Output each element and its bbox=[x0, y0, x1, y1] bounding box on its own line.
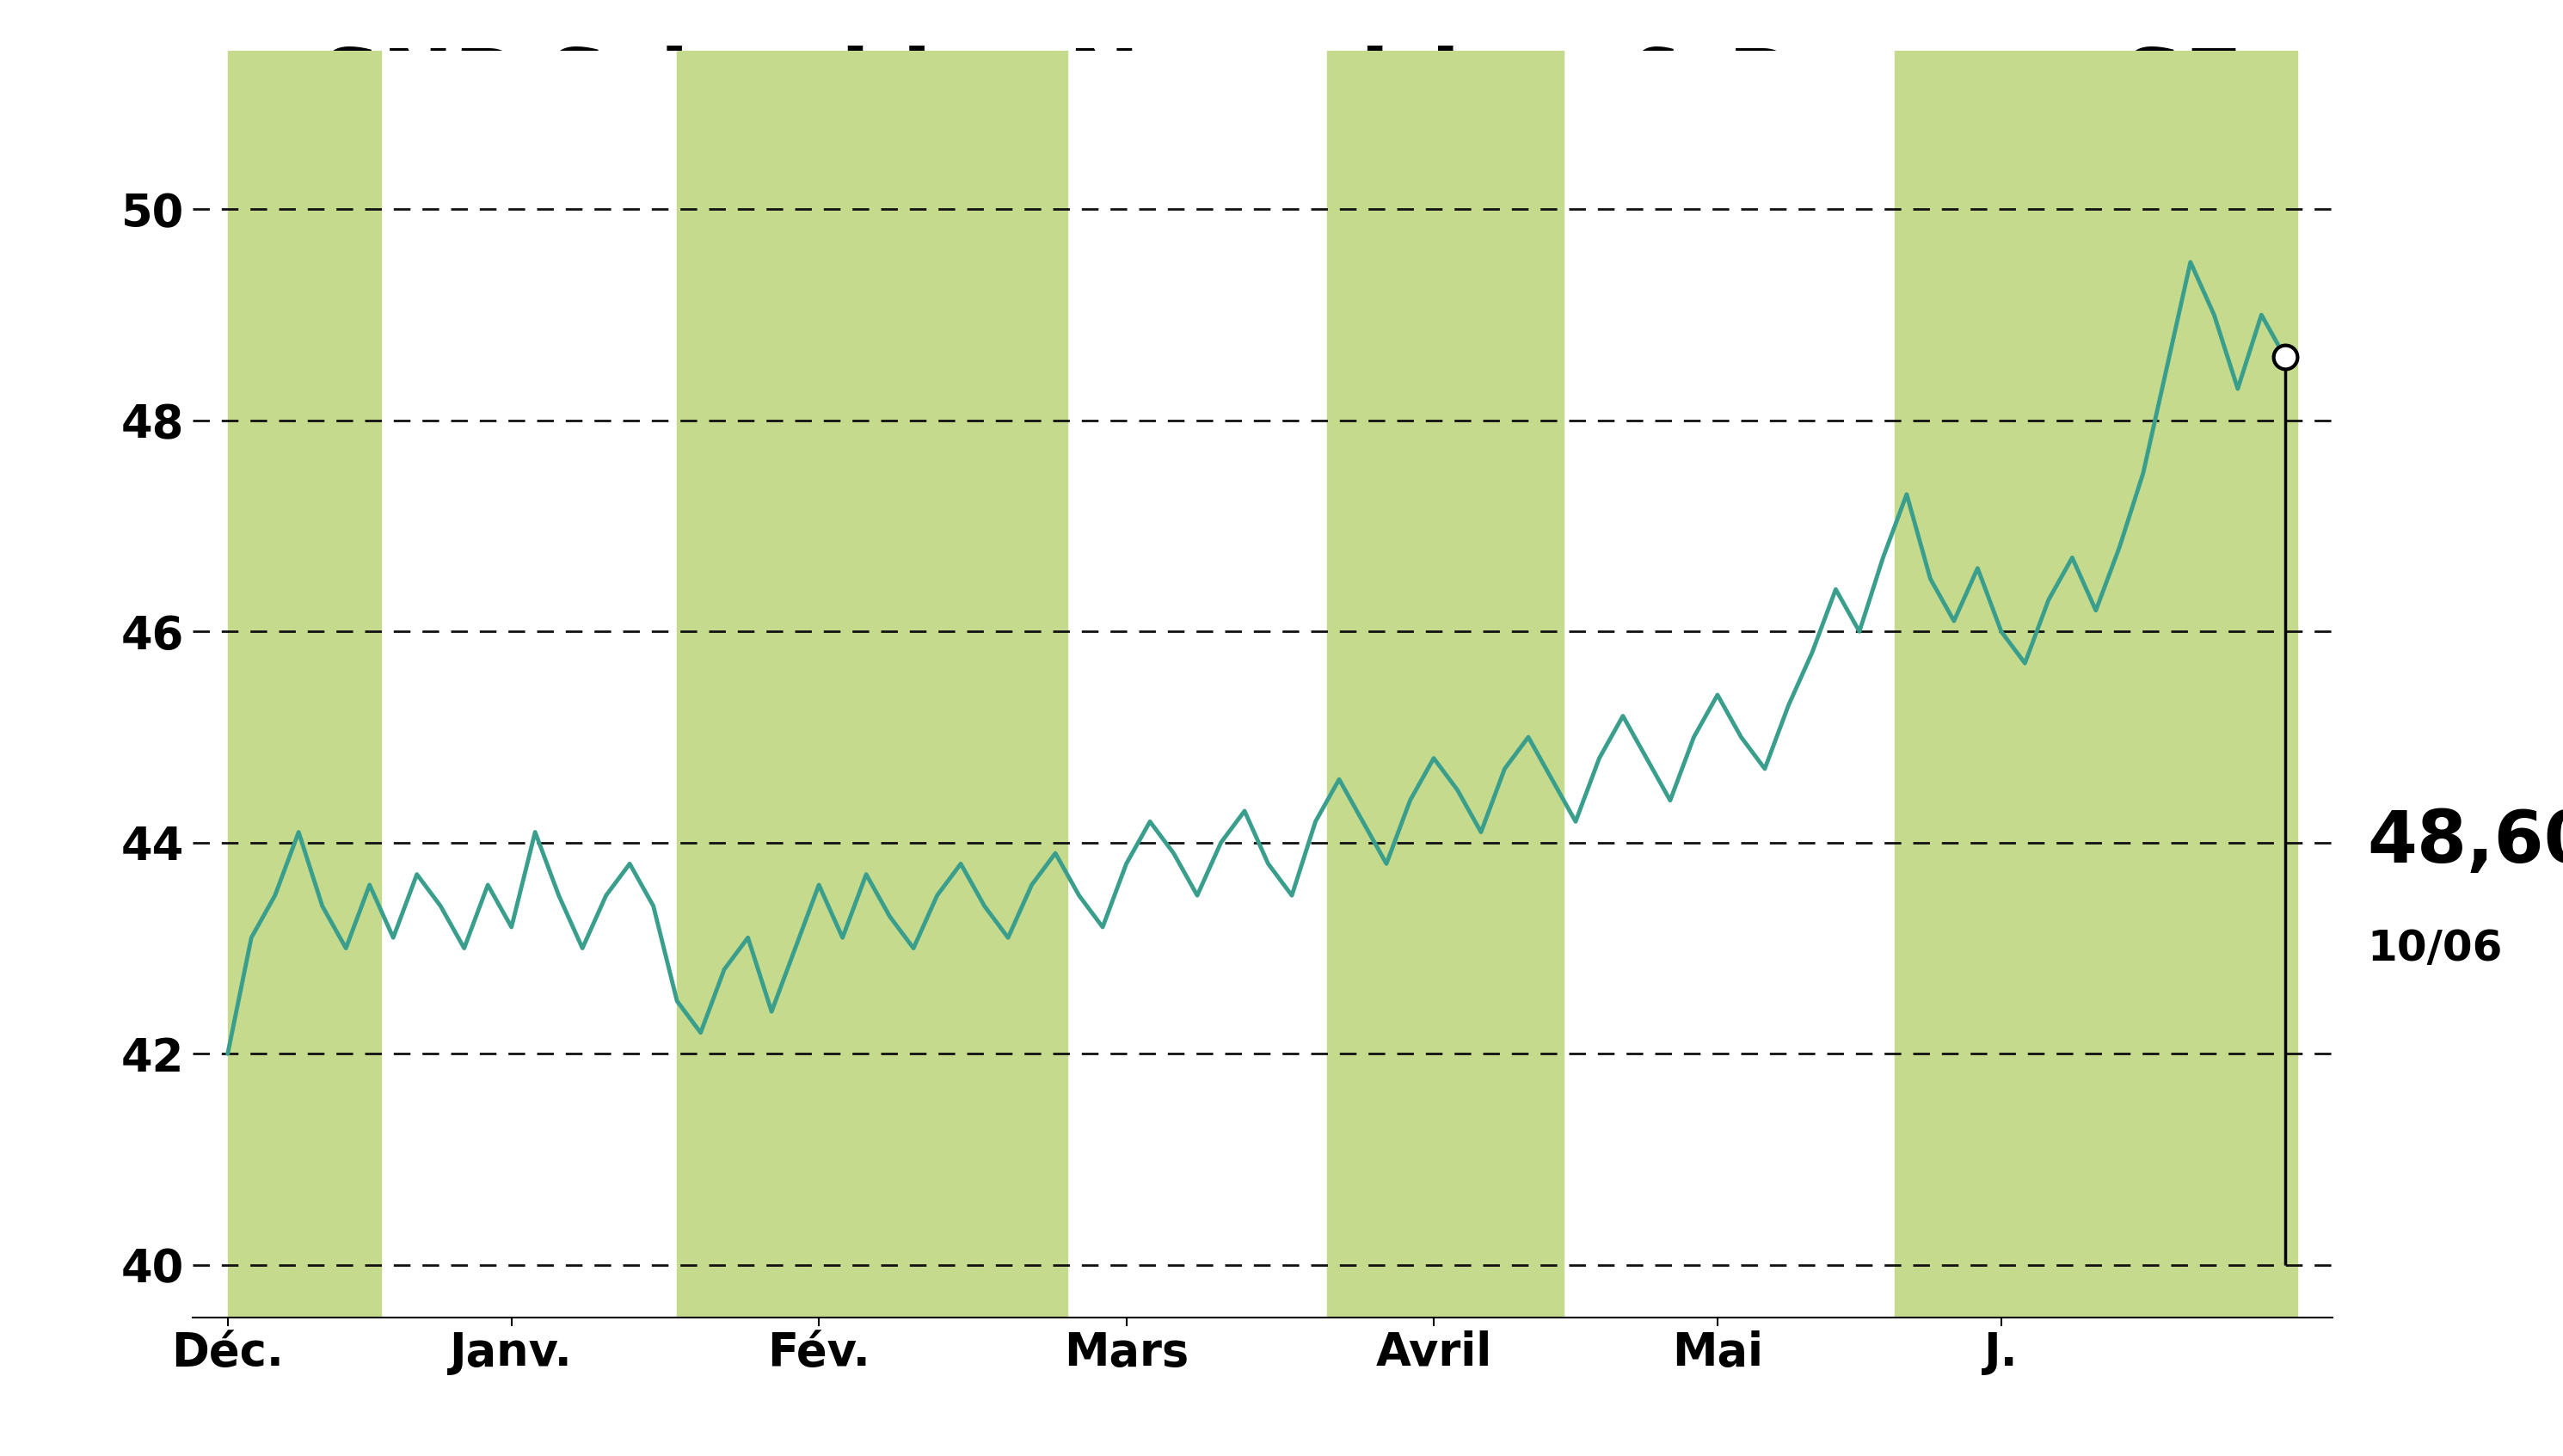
Bar bbox=[1328, 51, 1563, 1318]
Text: SNP Schneider-Neureither & Partner SE: SNP Schneider-Neureither & Partner SE bbox=[320, 45, 2243, 128]
Text: 10/06: 10/06 bbox=[2366, 927, 2501, 968]
Bar bbox=[677, 51, 1066, 1318]
Bar bbox=[228, 51, 382, 1318]
Bar bbox=[1894, 51, 2296, 1318]
Text: 48,60: 48,60 bbox=[2366, 808, 2563, 878]
